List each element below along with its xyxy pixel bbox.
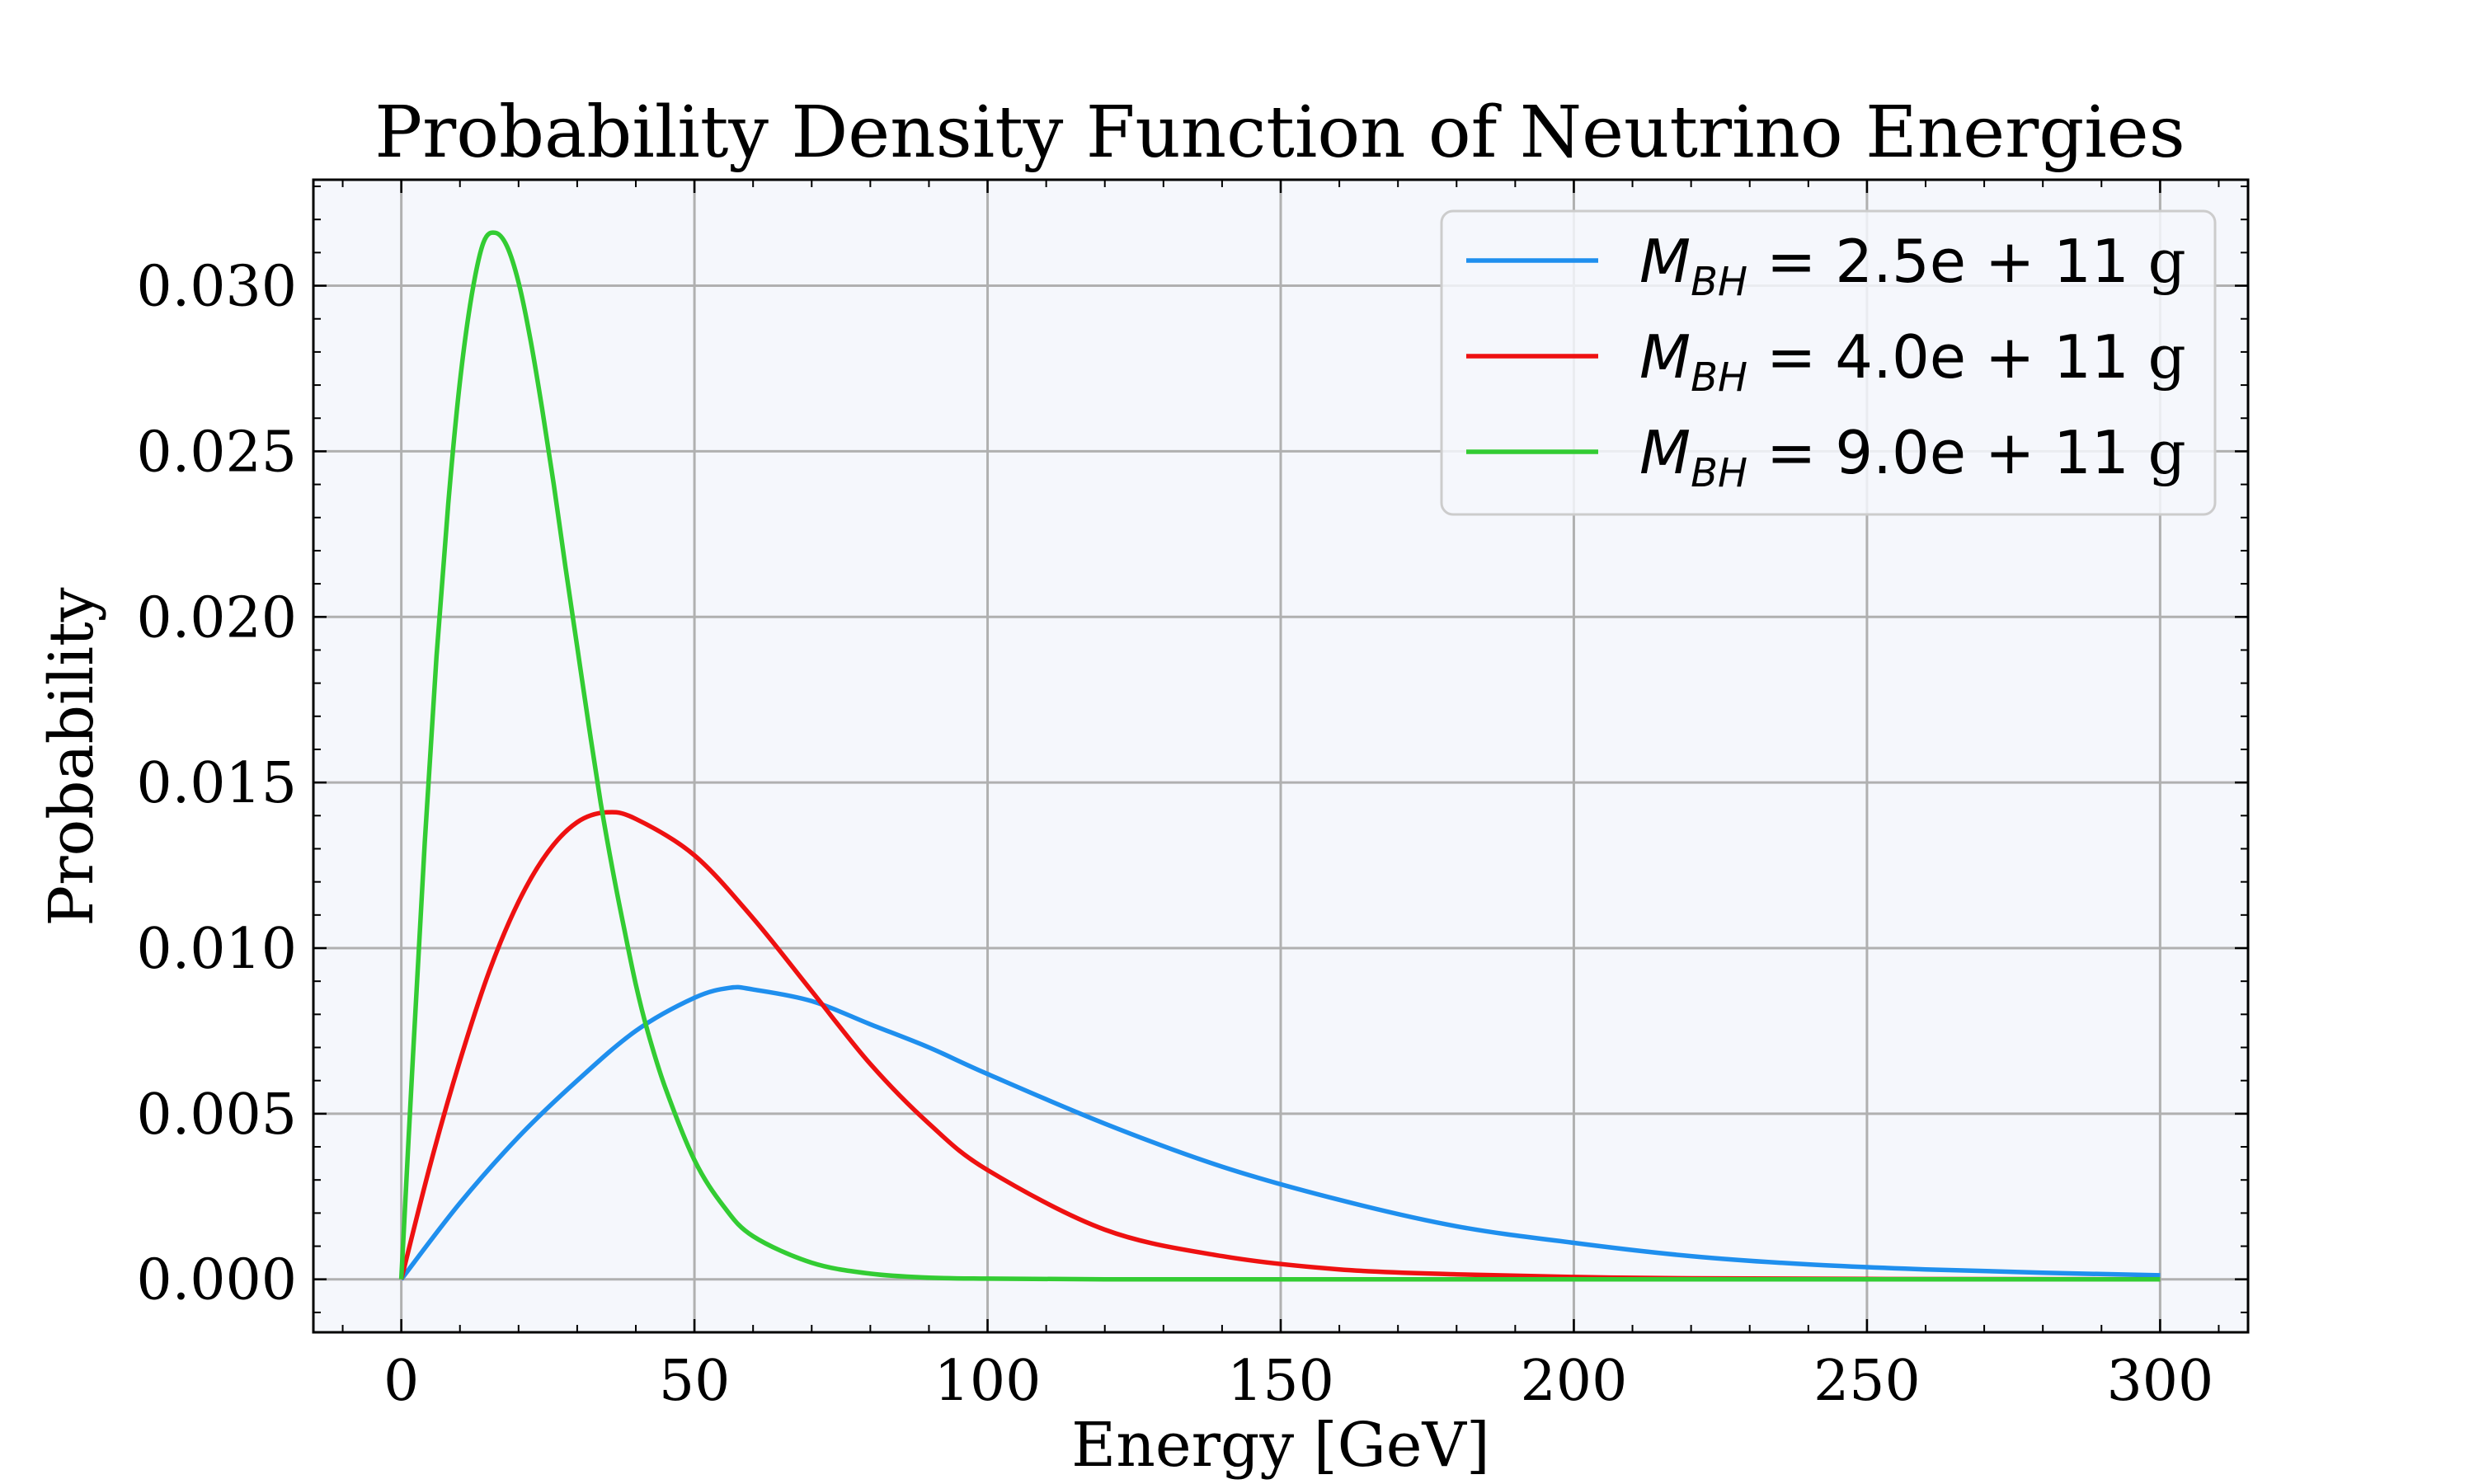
legend-subscript: BH [1691, 450, 1747, 496]
legend-unit: g [2148, 418, 2186, 487]
y-tick-label: 0.005 [136, 1082, 297, 1148]
chart-title: Probability Density Function of Neutrino… [374, 92, 2185, 174]
y-tick-label: 0.020 [136, 585, 297, 650]
x-tick-label: 200 [1521, 1349, 1628, 1414]
legend-value: = 9.0e + 11 [1747, 418, 2148, 487]
x-axis-label: Energy [GeV] [1071, 1410, 1490, 1481]
legend-subscript: BH [1691, 259, 1747, 305]
y-axis-label: Probability [36, 587, 107, 926]
series-line-1 [399, 984, 2161, 1281]
legend-label-2: MBH = 4.0e + 11 g [1639, 322, 2186, 401]
x-tick-label: 250 [1813, 1349, 1921, 1414]
legend-value: = 2.5e + 11 [1747, 227, 2148, 296]
x-tick-label: 50 [659, 1349, 731, 1414]
axis-tick-labels: 0 50 100 150 200 250 300 0.000 0.005 0.010 0.015 0.… [136, 255, 2213, 1414]
y-tick-label: 0.025 [136, 420, 297, 485]
x-tick-label: 100 [934, 1349, 1042, 1414]
legend-symbol: M [1639, 418, 1691, 487]
legend-unit: g [2148, 322, 2186, 392]
y-tick-label: 0.015 [136, 751, 297, 816]
x-tick-label: 150 [1227, 1349, 1334, 1414]
x-tick-label: 0 [383, 1349, 419, 1414]
series-layer [398, 230, 2161, 1282]
legend-symbol: M [1639, 322, 1691, 392]
x-tick-label: 300 [2106, 1349, 2213, 1414]
grid [313, 180, 2248, 1332]
series-line-3 [398, 230, 2161, 1282]
legend-label-3: MBH = 9.0e + 11 g [1639, 418, 2186, 496]
y-tick-label: 0.010 [136, 917, 297, 982]
legend-symbol: M [1639, 227, 1691, 296]
y-tick-label: 0.000 [136, 1248, 297, 1313]
legend-value: = 4.0e + 11 [1747, 322, 2148, 392]
legend-subscript: BH [1691, 355, 1747, 401]
legend-unit: g [2148, 227, 2186, 296]
legend-label-1: MBH = 2.5e + 11 g [1639, 227, 2186, 305]
y-tick-label: 0.030 [136, 255, 297, 320]
plot-frame [312, 178, 2250, 1334]
legend-box [1440, 209, 2217, 516]
